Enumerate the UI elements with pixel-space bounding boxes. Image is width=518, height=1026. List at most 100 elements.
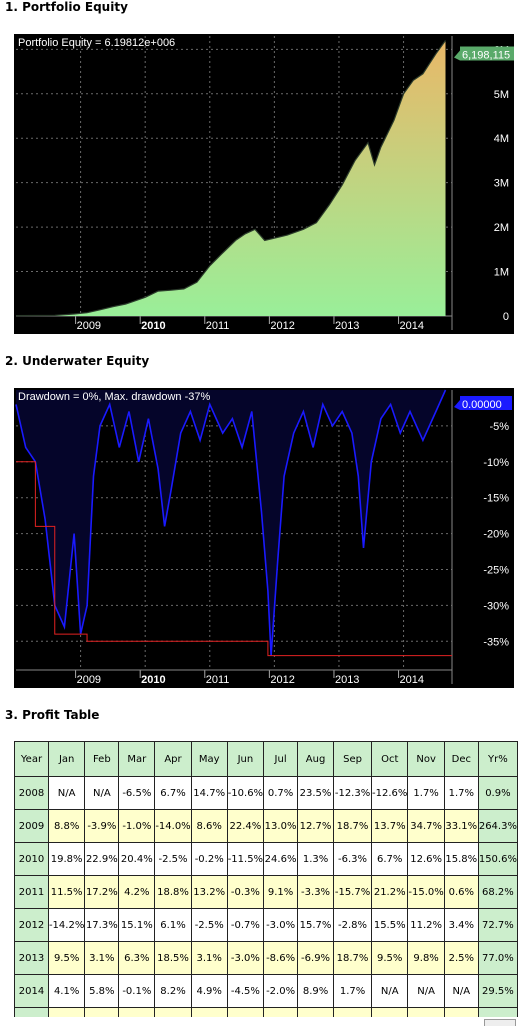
last-value-label: 6,198,115 bbox=[462, 50, 510, 62]
column-header: Jul bbox=[263, 741, 299, 777]
table-row: 2010 19.8% 22.9% 20.4% -2.5% -0.2% -11.5% 24.6%… bbox=[14, 842, 518, 876]
month-return-cell: -1.0% bbox=[118, 809, 156, 843]
column-header: Mar bbox=[118, 741, 156, 777]
month-return-cell: 1.7% bbox=[407, 776, 445, 810]
empty-cell bbox=[118, 1007, 156, 1017]
month-return-cell: N/A bbox=[407, 974, 445, 1008]
empty-cell bbox=[226, 1007, 265, 1017]
month-return-cell: 21.2% bbox=[371, 875, 409, 909]
month-return-cell: 33.1% bbox=[443, 809, 479, 843]
month-return-cell: 8.8% bbox=[47, 809, 86, 843]
last-value-badge bbox=[454, 46, 514, 61]
month-return-cell: 3.1% bbox=[84, 941, 120, 975]
year-cell: 2008 bbox=[14, 776, 49, 810]
month-return-cell: 18.7% bbox=[333, 809, 373, 843]
column-header: May bbox=[190, 741, 228, 777]
table-row: 2008 N/A N/A -6.5% 6.7% 14.7% -10.6% 0.7% 23.5% -… bbox=[14, 776, 518, 810]
month-return-cell: 15.8% bbox=[443, 842, 479, 876]
table-row: 2012 -14.2% 17.3% 15.1% 6.1% -2.5% -0.7% -3.0% 1… bbox=[14, 908, 518, 942]
y-tick-label: 0 bbox=[503, 311, 509, 323]
x-tick-label: 2010 bbox=[141, 674, 165, 686]
month-return-cell: 18.8% bbox=[154, 875, 192, 909]
year-cell: 2011 bbox=[14, 875, 49, 909]
x-tick-label: 2013 bbox=[335, 320, 359, 332]
underwater-equity-svg: -5% -10% -15% -20% -25% -30% -35% 2009 2010 2011 2… bbox=[15, 389, 512, 686]
month-return-cell: 11.2% bbox=[407, 908, 445, 942]
portfolio-equity-svg: 01M2M3M4M5M6M200920102011201220132014Por… bbox=[15, 36, 514, 332]
month-return-cell: -10.6% bbox=[226, 776, 265, 810]
table-header-row: Year Jan Feb Mar Apr May Jun Jul Aug Sep Oct Nov Dec… bbox=[14, 741, 518, 777]
y-tick-label: -25% bbox=[483, 564, 509, 576]
x-tick-label: 2012 bbox=[270, 674, 294, 686]
month-return-cell: 22.9% bbox=[84, 842, 120, 876]
month-return-cell: -4.5% bbox=[226, 974, 265, 1008]
x-tick-label: 2011 bbox=[206, 320, 230, 332]
month-return-cell: 2.5% bbox=[443, 941, 479, 975]
table-row: 2009 8.8% -3.9% -1.0% -14.0% 8.6% 22.4% 13.0% 12… bbox=[14, 809, 518, 843]
month-return-cell: -0.3% bbox=[226, 875, 265, 909]
column-header: Nov bbox=[407, 741, 445, 777]
x-tick-label: 2013 bbox=[335, 674, 359, 686]
y-tick-label: -20% bbox=[483, 529, 509, 541]
month-return-cell: -2.8% bbox=[333, 908, 373, 942]
year-total-cell: 150.6% bbox=[477, 842, 518, 876]
month-return-cell: 11.5% bbox=[47, 875, 86, 909]
profit-table: Year Jan Feb Mar Apr May Jun Jul Aug Sep Oct Nov Dec… bbox=[14, 741, 518, 1017]
column-header: Sep bbox=[333, 741, 373, 777]
y-tick-label: 2M bbox=[494, 222, 509, 234]
month-return-cell: 17.3% bbox=[84, 908, 120, 942]
profit-table-heading: 3. Profit Table bbox=[5, 708, 100, 722]
scroll-thumb[interactable] bbox=[484, 1019, 516, 1026]
y-tick-label: 4M bbox=[494, 133, 509, 145]
y-tick-label: -10% bbox=[483, 457, 509, 469]
year-cell: 2010 bbox=[14, 842, 49, 876]
month-return-cell: 13.7% bbox=[371, 809, 409, 843]
equity-area bbox=[16, 40, 446, 316]
y-tick-label: 1M bbox=[494, 267, 509, 279]
empty-cell bbox=[84, 1007, 120, 1017]
table-row: 2013 9.5% 3.1% 6.3% 18.5% 3.1% -3.0% -8.6% -6.9%… bbox=[14, 941, 518, 975]
year-total-cell: 264.3% bbox=[477, 809, 518, 843]
month-return-cell: 18.7% bbox=[333, 941, 373, 975]
empty-cell bbox=[297, 1007, 335, 1017]
month-return-cell: -3.9% bbox=[84, 809, 120, 843]
y-tick-label: -30% bbox=[483, 600, 509, 612]
month-return-cell: 1.3% bbox=[297, 842, 335, 876]
drawdown-area bbox=[16, 390, 446, 656]
month-return-cell: -15.7% bbox=[333, 875, 373, 909]
year-cell: 2012 bbox=[14, 908, 49, 942]
table-row: 2011 11.5% 17.2% 4.2% 18.8% 13.2% -0.3% 9.1% -3.… bbox=[14, 875, 518, 909]
month-return-cell: 14.7% bbox=[190, 776, 228, 810]
month-return-cell: 13.2% bbox=[190, 875, 228, 909]
month-return-cell: 15.1% bbox=[118, 908, 156, 942]
month-return-cell: 23.5% bbox=[297, 776, 335, 810]
column-header: Yr% bbox=[477, 741, 518, 777]
month-return-cell: -3.0% bbox=[263, 908, 299, 942]
empty-cell bbox=[14, 1007, 49, 1017]
column-header: Oct bbox=[371, 741, 409, 777]
underwater-equity-chart: -5% -10% -15% -20% -25% -30% -35% 2009 2010 2011 2… bbox=[14, 388, 514, 688]
underwater-equity-heading: 2. Underwater Equity bbox=[5, 354, 150, 368]
empty-cell bbox=[190, 1007, 228, 1017]
month-return-cell: 9.5% bbox=[47, 941, 86, 975]
equity-label: Portfolio Equity = 6.19812e+006 bbox=[18, 37, 175, 49]
year-total-cell: 77.0% bbox=[477, 941, 518, 975]
table-row: 2014 4.1% 5.8% -0.1% 8.2% 4.9% -4.5% -2.0% 8.9% 1… bbox=[14, 974, 518, 1008]
month-return-cell: -2.5% bbox=[154, 842, 192, 876]
month-return-cell: 3.1% bbox=[190, 941, 228, 975]
x-tick-label: 2010 bbox=[141, 320, 165, 332]
month-return-cell: 13.0% bbox=[263, 809, 299, 843]
month-return-cell: 6.7% bbox=[154, 776, 192, 810]
empty-cell bbox=[477, 1007, 518, 1017]
year-cell: 2009 bbox=[14, 809, 49, 843]
month-return-cell: 8.2% bbox=[154, 974, 192, 1008]
month-return-cell: 9.5% bbox=[371, 941, 409, 975]
last-value-badge bbox=[454, 396, 512, 410]
month-return-cell: 0.6% bbox=[443, 875, 479, 909]
month-return-cell: -6.5% bbox=[118, 776, 156, 810]
y-tick-label: 5M bbox=[494, 89, 509, 101]
month-return-cell: -14.0% bbox=[154, 809, 192, 843]
month-return-cell: 9.1% bbox=[263, 875, 299, 909]
portfolio-equity-heading: 1. Portfolio Equity bbox=[5, 0, 128, 14]
x-tick-label: 2012 bbox=[270, 320, 294, 332]
